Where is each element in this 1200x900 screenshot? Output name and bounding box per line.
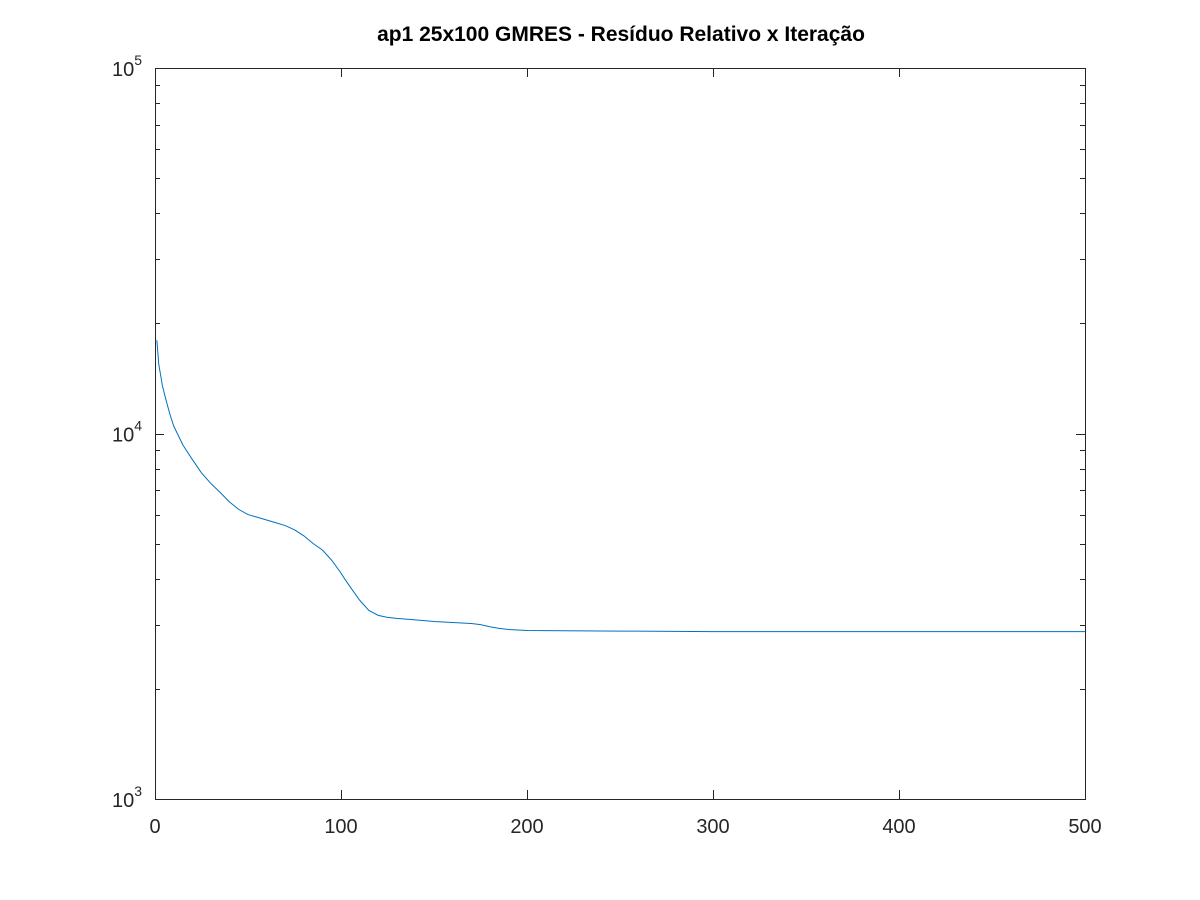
x-tick-label: 0: [149, 816, 160, 838]
y-tick-label-exponent: 5: [134, 52, 142, 68]
x-tick-label: 500: [1068, 816, 1101, 838]
series-layer: [156, 340, 1085, 633]
axes-frame: [155, 68, 1086, 800]
x-tick-label: 300: [696, 816, 729, 838]
x-tick-label: 400: [882, 816, 915, 838]
y-tick-label-base: 10: [112, 790, 134, 812]
y-tick-label-base: 10: [112, 59, 134, 81]
y-tick-label: 104: [112, 418, 142, 447]
x-tick-labels: 0 100 200 300 400 500: [149, 816, 1101, 838]
y-tick-label-exponent: 4: [134, 418, 142, 434]
y-tick-label: 103: [112, 783, 142, 812]
x-tick-label: 200: [510, 816, 543, 838]
y-tick-label-base: 10: [112, 425, 134, 447]
y-tick-label-exponent: 3: [134, 783, 142, 799]
y-tick-label: 105: [112, 52, 142, 81]
chart-title: ap1 25x100 GMRES - Resíduo Relativo x It…: [377, 23, 865, 46]
x-tick-label: 100: [324, 816, 357, 838]
axes-background: [155, 68, 1085, 799]
series-line: [156, 340, 1085, 633]
